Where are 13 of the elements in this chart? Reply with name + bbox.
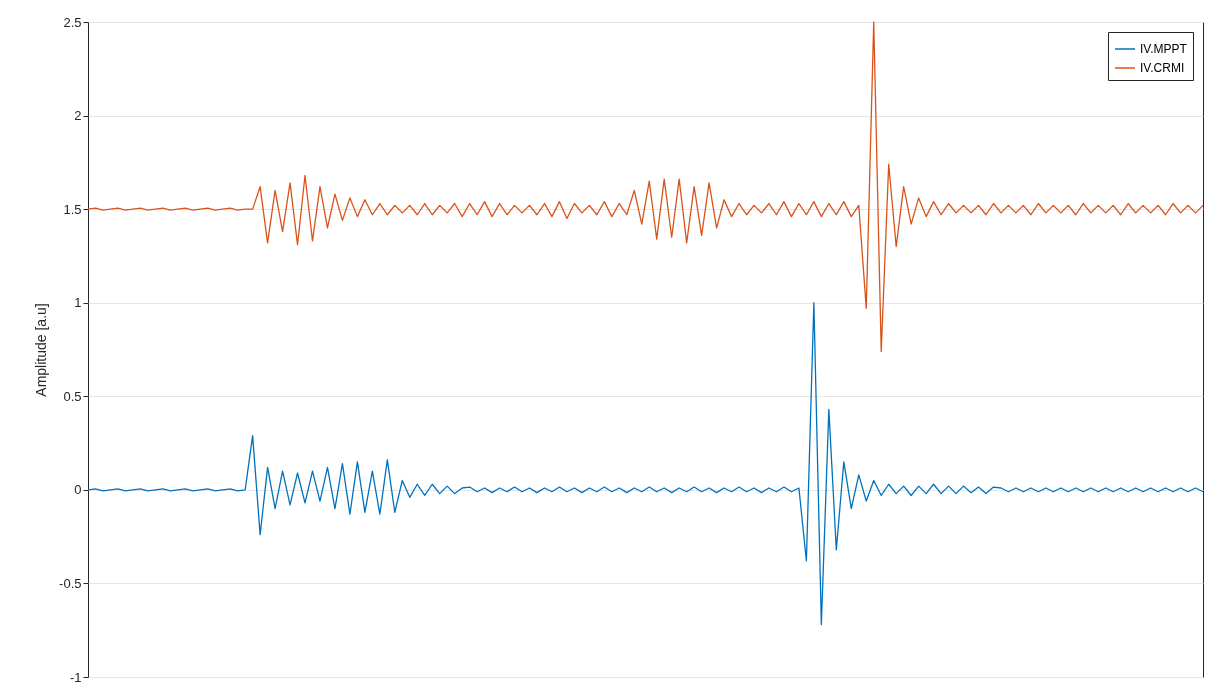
- line-series: [87, 21, 1204, 353]
- y-tick-label: 2.5: [63, 14, 82, 30]
- line-series: [87, 302, 1204, 626]
- legend-label: IV.MPPT: [1140, 42, 1188, 56]
- y-tick-label: -0.5: [59, 575, 82, 591]
- y-tick-label: 0: [74, 482, 82, 498]
- y-tick-label: 1: [74, 295, 82, 311]
- y-tick-label: -1: [69, 669, 82, 685]
- y-tick-label: 2: [74, 108, 82, 124]
- y-tick-label: 0.5: [63, 388, 82, 404]
- y-tick-label: 1.5: [63, 201, 82, 217]
- y-axis-title: Amplitude [a.u]: [33, 303, 50, 397]
- legend-label: IV.CRMI: [1140, 61, 1185, 75]
